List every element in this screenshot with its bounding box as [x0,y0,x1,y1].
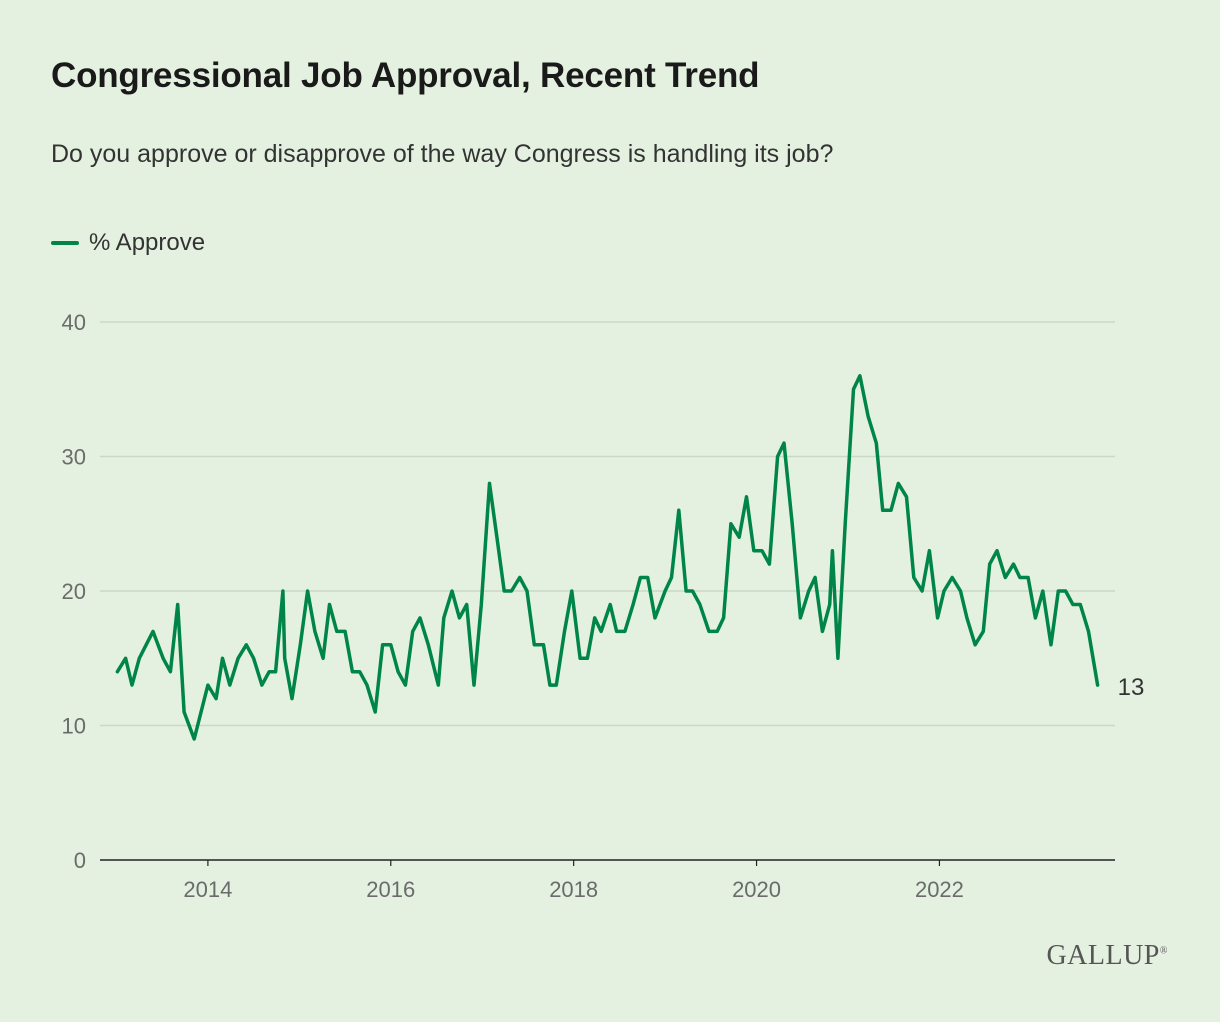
y-tick-label: 40 [62,310,86,335]
gallup-logo: GALLUP® [1046,940,1168,971]
x-tick-label: 2016 [366,877,415,902]
chart-title: Congressional Job Approval, Recent Trend [51,56,760,95]
y-tick-label: 0 [74,848,86,873]
logo-text: GALLUP [1046,940,1160,971]
end-data-label: 13 [1118,674,1145,701]
y-tick-label: 10 [62,714,86,739]
chart-subtitle: Do you approve or disapprove of the way … [51,140,834,168]
y-tick-label: 30 [62,445,86,470]
x-tick-label: 2022 [915,877,964,902]
x-tick-label: 2018 [549,877,598,902]
legend: % Approve [51,229,205,257]
x-tick-label: 2020 [732,877,781,902]
legend-swatch [51,241,79,245]
x-tick-label: 2014 [183,877,232,902]
legend-label: % Approve [89,229,206,256]
series-line-approve [115,374,1100,741]
y-tick-label: 20 [62,579,86,604]
